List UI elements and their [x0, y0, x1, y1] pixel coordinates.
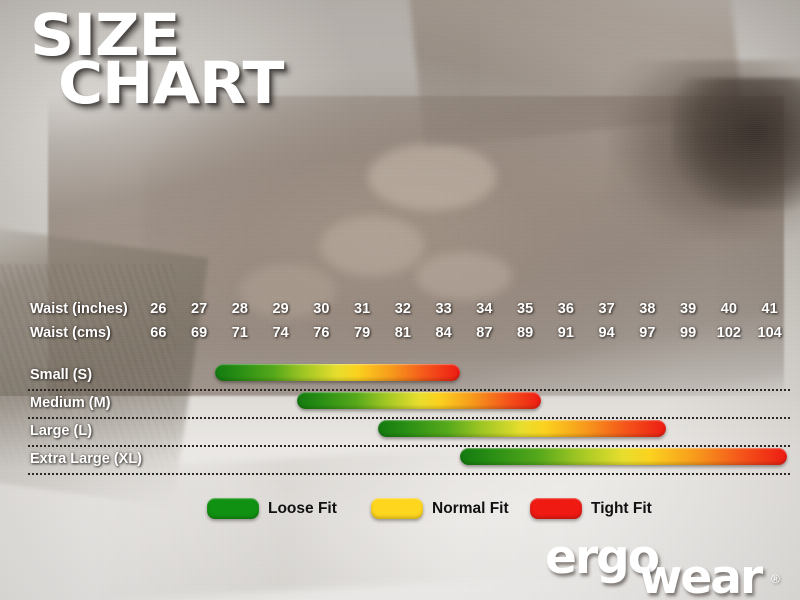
background-hair	[672, 78, 800, 210]
background-highlight-abs-2	[416, 252, 512, 300]
size-row: Large (L)	[0, 418, 800, 447]
waist-cms-value-2: 71	[231, 325, 248, 341]
waist-inches-values: 26 27 28 29 30 31 32 33 34 35 36 37 38 39 40 41	[138, 301, 790, 317]
waist-inches-value-15: 41	[761, 301, 778, 317]
legend-label-2: Tight Fit	[591, 499, 652, 517]
waist-cms-value-8: 87	[476, 325, 493, 341]
page-title: SIZE CHART	[30, 6, 284, 111]
logo-text-wear: wear	[639, 550, 763, 600]
waist-cms-value-14: 102	[716, 325, 741, 341]
legend-swatch-2	[530, 498, 582, 519]
waist-inches-value-2: 28	[231, 301, 248, 317]
waist-cms-value-4: 76	[313, 325, 330, 341]
legend-item-2: Tight Fit	[530, 498, 652, 519]
waist-inches-value-10: 36	[557, 301, 574, 317]
waist-cms-value-3: 74	[272, 325, 289, 341]
size-row-label-3: Extra Large (XL)	[30, 451, 142, 467]
ergowear-logo: ergo wear ®	[520, 528, 800, 600]
legend-label-0: Loose Fit	[268, 499, 337, 517]
waist-cms-label: Waist (cms)	[30, 325, 111, 341]
legend-item-0: Loose Fit	[207, 498, 337, 519]
waist-inches-value-4: 30	[313, 301, 330, 317]
waist-cms-values: 66 69 71 74 76 79 81 84 87 89 91 94 97 99 102 104	[138, 325, 790, 341]
waist-cms-value-11: 94	[598, 325, 615, 341]
size-range-bar-2	[378, 420, 666, 437]
waist-inches-value-7: 33	[435, 301, 452, 317]
waist-inches-value-0: 26	[150, 301, 167, 317]
waist-inches-value-6: 32	[394, 301, 411, 317]
size-row: Extra Large (XL)	[0, 446, 800, 475]
waist-cms-value-15: 104	[757, 325, 782, 341]
page-title-line-2: CHART	[58, 48, 284, 117]
waist-cms-value-6: 81	[394, 325, 411, 341]
waist-inches-value-14: 40	[720, 301, 737, 317]
legend-label-1: Normal Fit	[432, 499, 509, 517]
row-divider-0	[28, 389, 790, 391]
size-rows: Small (S) Medium (M) Large (L) Extra Large …	[0, 362, 800, 475]
legend-swatch-0	[207, 498, 259, 519]
waist-cms-value-1: 69	[191, 325, 208, 341]
row-divider-2	[28, 445, 790, 447]
row-divider-3	[28, 473, 790, 475]
size-range-bar-1	[297, 392, 541, 409]
waist-inches-value-5: 31	[354, 301, 371, 317]
background-highlight-abs-3	[240, 264, 336, 318]
size-row-label-0: Small (S)	[30, 367, 93, 383]
waist-cms-value-7: 84	[435, 325, 452, 341]
waist-inches-label: Waist (inches)	[30, 301, 128, 317]
registered-trademark-icon: ®	[771, 572, 780, 586]
waist-inches-value-3: 29	[272, 301, 289, 317]
waist-inches-value-9: 35	[517, 301, 534, 317]
size-row-label-1: Medium (M)	[30, 395, 111, 411]
waist-cms-value-5: 79	[354, 325, 371, 341]
legend-item-1: Normal Fit	[371, 498, 509, 519]
waist-inches-value-1: 27	[191, 301, 208, 317]
waist-cms-value-9: 89	[517, 325, 534, 341]
waist-inches-value-8: 34	[476, 301, 493, 317]
waist-inches-value-12: 38	[639, 301, 656, 317]
waist-cms-value-12: 97	[639, 325, 656, 341]
waist-cms-value-13: 99	[680, 325, 697, 341]
legend-swatch-1	[371, 498, 423, 519]
background-highlight-abs-1	[320, 216, 424, 276]
background-highlight-chest	[368, 144, 496, 210]
logo-text-ergo: ergo	[545, 530, 660, 585]
waist-inches-value-11: 37	[598, 301, 615, 317]
page-title-line-1: SIZE	[30, 1, 181, 69]
size-row-label-2: Large (L)	[30, 423, 93, 439]
size-row: Small (S)	[0, 362, 800, 391]
waist-cms-value-0: 66	[150, 325, 167, 341]
row-divider-1	[28, 417, 790, 419]
fit-legend: Loose Fit Normal Fit Tight Fit	[0, 498, 800, 524]
size-row: Medium (M)	[0, 390, 800, 419]
waist-cms-value-10: 91	[557, 325, 574, 341]
waist-inches-value-13: 39	[680, 301, 697, 317]
size-range-bar-3	[460, 448, 787, 465]
size-range-bar-0	[215, 364, 460, 381]
